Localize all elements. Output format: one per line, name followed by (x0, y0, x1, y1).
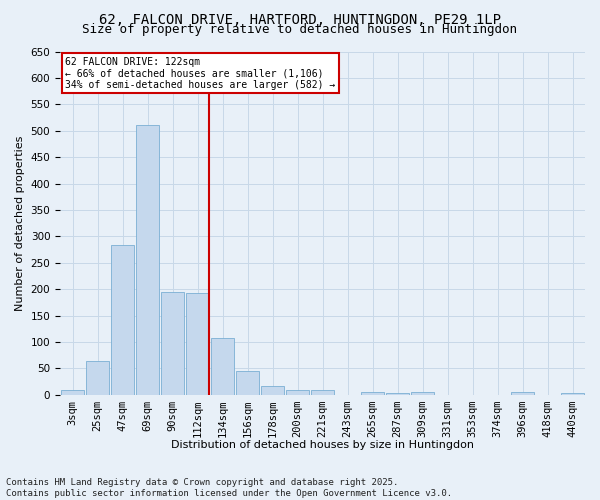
Text: Contains HM Land Registry data © Crown copyright and database right 2025.
Contai: Contains HM Land Registry data © Crown c… (6, 478, 452, 498)
Bar (560, 394, 584, 395)
Bar (211, 338, 235, 395)
Bar (236, 370, 259, 395)
Text: 62, FALCON DRIVE, HARTFORD, HUNTINGDON, PE29 1LP: 62, FALCON DRIVE, HARTFORD, HUNTINGDON, … (99, 12, 501, 26)
Bar (86, 360, 109, 395)
Bar (361, 392, 385, 395)
Bar (110, 246, 134, 395)
Bar (185, 293, 209, 395)
Y-axis label: Number of detached properties: Number of detached properties (15, 136, 25, 311)
Text: Size of property relative to detached houses in Huntingdon: Size of property relative to detached ho… (83, 22, 517, 36)
Text: 62 FALCON DRIVE: 122sqm
← 66% of detached houses are smaller (1,106)
34% of semi: 62 FALCON DRIVE: 122sqm ← 66% of detache… (65, 56, 335, 90)
X-axis label: Distribution of detached houses by size in Huntingdon: Distribution of detached houses by size … (171, 440, 474, 450)
Bar (136, 126, 160, 395)
Bar (511, 392, 535, 395)
Bar (161, 292, 184, 395)
Bar (386, 394, 409, 395)
Bar (286, 390, 310, 395)
Bar (260, 386, 284, 395)
Bar (410, 392, 434, 395)
Bar (311, 390, 334, 395)
Bar (61, 390, 85, 395)
